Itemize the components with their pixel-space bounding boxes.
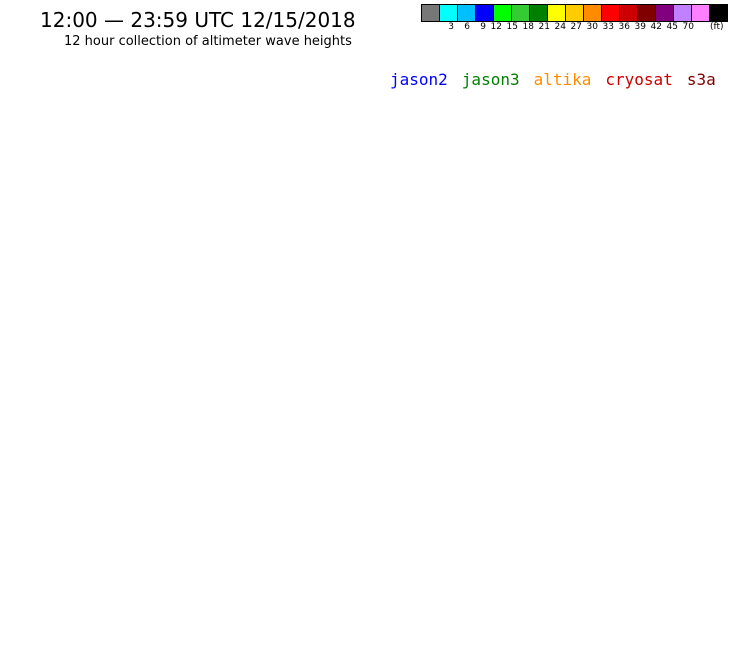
color-swatch [673, 4, 692, 22]
color-scale-tick: 15 [506, 22, 518, 32]
color-scale-tick: 27 [570, 22, 582, 32]
color-swatch [511, 4, 530, 22]
color-scale-tick: 42 [650, 22, 662, 32]
color-scale-tick: 36 [618, 22, 630, 32]
color-scale-tick: 24 [554, 22, 566, 32]
color-scale-tick: 45 [666, 22, 678, 32]
color-swatch [583, 4, 602, 22]
color-swatch [547, 4, 566, 22]
color-scale-tick: 3 [448, 22, 454, 32]
color-scale-tick: 9 [480, 22, 486, 32]
color-scale-tick: 39 [634, 22, 646, 32]
color-scale-tick: 70 [682, 22, 694, 32]
color-swatch [529, 4, 548, 22]
color-swatch [493, 4, 512, 22]
color-swatch [709, 4, 728, 22]
color-scale [421, 4, 728, 22]
color-scale-tick: 30 [586, 22, 598, 32]
legend-item: altika [533, 70, 592, 89]
color-scale-tick: 33 [602, 22, 614, 32]
color-scale-tick: 21 [538, 22, 550, 32]
color-scale-unit: (ft) [710, 22, 724, 32]
color-swatch [619, 4, 638, 22]
chart-title: 12:00 — 23:59 UTC 12/15/2018 [40, 8, 356, 32]
color-swatch [691, 4, 710, 22]
color-swatch [421, 4, 440, 22]
color-scale-ticks: 3 6 9 12 15 18 21 24 27 30 33 36 39 42 45 70 [422, 22, 694, 32]
color-swatch [655, 4, 674, 22]
color-swatch [601, 4, 620, 22]
legend-item: s3a [686, 70, 716, 89]
color-swatch [637, 4, 656, 22]
color-scale-tick: 6 [464, 22, 470, 32]
color-scale-tick: 18 [522, 22, 534, 32]
tick-spacer [422, 22, 438, 32]
legend-item: jason3 [461, 70, 520, 89]
color-scale-tick: 12 [490, 22, 502, 32]
color-swatch [565, 4, 584, 22]
legend-item: cryosat [605, 70, 673, 89]
satellite-legend: jason2 jason3 altika cryosat s3a [390, 70, 716, 89]
legend-item: jason2 [390, 70, 448, 89]
chart-subtitle: 12 hour collection of altimeter wave hei… [64, 34, 352, 49]
color-swatch [457, 4, 476, 22]
color-swatch [439, 4, 458, 22]
color-swatch [475, 4, 494, 22]
